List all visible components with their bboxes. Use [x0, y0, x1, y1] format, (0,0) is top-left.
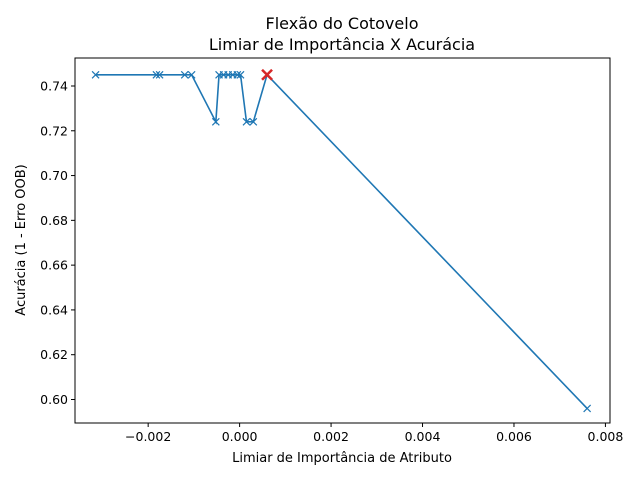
data-point: [211, 117, 220, 126]
data-point: [180, 70, 189, 79]
chart-subtitle: Limiar de Importância X Acurácia: [209, 35, 475, 54]
y-tick-label: 0.64: [40, 302, 68, 317]
data-point: [249, 117, 258, 126]
highlight-point: [261, 68, 273, 81]
y-tick-label: 0.66: [40, 258, 68, 273]
plot-area: [91, 68, 592, 413]
x-tick-label: 0.000: [222, 429, 258, 444]
data-point: [91, 70, 100, 79]
y-axis-ticks: 0.60 0.62 0.64 0.66 0.68 0.70 0.72 0.74: [40, 78, 75, 407]
y-tick-label: 0.68: [40, 213, 68, 228]
data-point: [583, 404, 592, 413]
y-tick-label: 0.60: [40, 392, 68, 407]
x-tick-label: 0.008: [588, 429, 624, 444]
plot-frame: [74, 57, 611, 424]
data-point: [155, 70, 164, 79]
y-axis-label: Acurácia (1 - Erro OOB): [14, 164, 29, 315]
data-point: [236, 70, 245, 79]
x-tick-label: 0.006: [496, 429, 532, 444]
y-tick-label: 0.72: [40, 123, 68, 138]
y-tick-label: 0.62: [40, 347, 68, 362]
x-tick-label: 0.004: [405, 429, 441, 444]
data-point: [233, 70, 242, 79]
x-tick-label: 0.002: [313, 429, 349, 444]
chart-title: Flexão do Cotovelo: [266, 14, 419, 33]
x-axis-label: Limiar de Importância de Atributo: [232, 451, 452, 466]
data-point: [187, 70, 196, 79]
x-tick-label: −0.002: [125, 429, 171, 444]
data-point: [242, 117, 251, 126]
data-point: [152, 70, 161, 79]
y-tick-label: 0.70: [40, 168, 68, 183]
series-line: [95, 73, 588, 409]
y-tick-label: 0.74: [40, 78, 68, 93]
x-axis-ticks: −0.002 0.000 0.002 0.004 0.006 0.008: [125, 423, 623, 444]
